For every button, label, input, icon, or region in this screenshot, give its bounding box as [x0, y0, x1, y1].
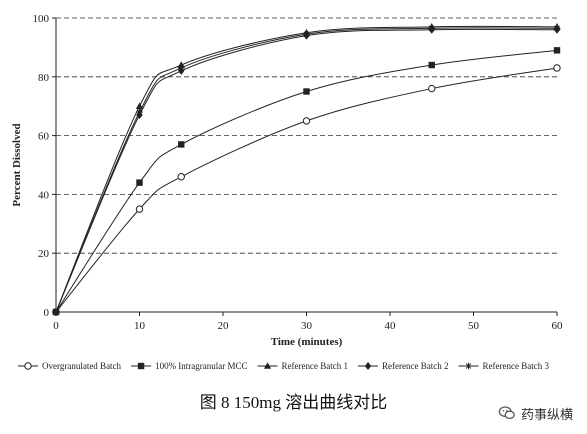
y-tick-label-100: 100	[33, 13, 50, 25]
series-4	[52, 25, 561, 316]
series-lines	[52, 23, 561, 316]
series-line-1	[55, 67, 558, 313]
series-3-point-2	[135, 102, 144, 109]
x-tick-label-20: 20	[218, 320, 230, 332]
x-tick-label-50: 50	[468, 320, 480, 332]
legend-marker-5	[465, 362, 472, 370]
y-tick-label-20: 20	[38, 248, 50, 260]
legend-item-3: Reference Batch 1	[257, 361, 348, 371]
series-line-3	[55, 25, 558, 313]
series-5-point-2	[136, 108, 143, 116]
legend-label-1: Overgranulated Batch	[42, 361, 122, 371]
tick-labels: 0 20 40 60 80 100 0 10 20 30 40 50 60	[33, 13, 564, 332]
legend-marker-3	[263, 362, 272, 369]
y-tick-label-0: 0	[44, 307, 50, 319]
figure-caption: 图 8 150mg 溶出曲线对比	[199, 393, 388, 412]
legend-marker-2	[137, 362, 145, 370]
series-3	[52, 23, 561, 315]
y-axis-title: Percent Dissolved	[11, 123, 23, 206]
x-tick-label-10: 10	[134, 320, 146, 332]
series-5-point-4	[303, 30, 310, 38]
series-2-point-4	[303, 88, 310, 95]
series-5	[52, 24, 561, 316]
x-tick-label-40: 40	[385, 320, 397, 332]
legend-label-3: Reference Batch 1	[282, 361, 348, 371]
series-1-point-6	[553, 64, 561, 72]
series-5-point-1	[52, 308, 60, 316]
series-1	[52, 64, 561, 316]
legend-item-4: Reference Batch 2	[358, 361, 448, 371]
legend: Overgranulated Batch 100% Intragranular M…	[18, 361, 549, 371]
series-5-point-5	[428, 24, 436, 32]
series-1-point-2	[135, 205, 144, 213]
series-line-2	[55, 49, 558, 313]
series-5-point-3	[177, 64, 185, 72]
wechat-icon	[498, 406, 515, 420]
x-axis-title: Time (minutes)	[271, 336, 343, 348]
x-tick-label-0: 0	[53, 320, 59, 332]
series-2-point-3	[178, 141, 185, 148]
legend-item-2: 100% Intragranular MCC	[131, 361, 248, 371]
series-2	[52, 47, 561, 316]
gridlines	[56, 17, 557, 254]
y-tick-label-60: 60	[38, 131, 50, 143]
legend-item-5: Reference Batch 3	[458, 361, 549, 371]
legend-marker-4	[364, 362, 372, 370]
legend-label-4: Reference Batch 2	[382, 361, 448, 371]
legend-marker-1	[24, 362, 32, 370]
series-1-point-5	[428, 84, 436, 93]
x-tick-label-30: 30	[301, 320, 313, 332]
series-1-point-4	[302, 117, 311, 125]
series-2-point-2	[136, 179, 143, 186]
y-tick-label-40: 40	[38, 189, 50, 201]
watermark: 药事纵横	[498, 402, 573, 424]
series-1-point-3	[177, 173, 185, 181]
series-line-4	[55, 28, 558, 313]
legend-label-5: Reference Batch 3	[482, 361, 549, 371]
series-5-point-6	[553, 24, 561, 32]
watermark-text: 药事纵横	[520, 407, 573, 423]
legend-label-2: 100% Intragranular MCC	[155, 361, 247, 371]
y-tick-label-80: 80	[38, 72, 50, 84]
x-tick-label-60: 60	[552, 320, 564, 332]
legend-item-1: Overgranulated Batch	[18, 361, 122, 371]
series-line-5	[55, 27, 558, 313]
axes	[52, 17, 558, 316]
series-2-point-5	[428, 61, 435, 69]
series-2-point-6	[553, 47, 561, 54]
